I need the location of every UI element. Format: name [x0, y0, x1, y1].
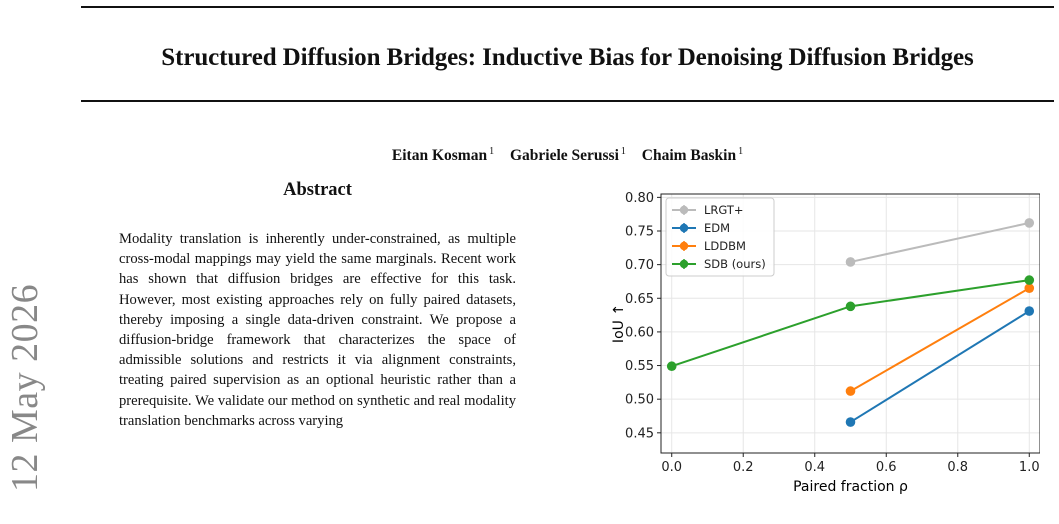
paper-title: Structured Diffusion Bridges: Inductive … — [161, 44, 974, 71]
author-1: Eitan Kosman 1 — [391, 146, 495, 165]
abstract-text: Modality translation is inherently under… — [119, 231, 516, 429]
data-point — [845, 417, 856, 427]
legend-item-lddbm: LDDBM — [672, 239, 746, 253]
series-edm — [845, 306, 1035, 427]
x-tick-label: 0.8 — [947, 460, 968, 475]
y-tick-label: 0.70 — [625, 258, 654, 273]
y-tick-label: 0.75 — [625, 225, 654, 240]
author-list: Eitan Kosman 1 Gabriele Serussi 1 Chaim Ba… — [81, 146, 1054, 165]
data-point — [666, 361, 677, 372]
legend-box — [665, 197, 775, 277]
legend-label: LDDBM — [704, 239, 746, 253]
data-point — [845, 386, 856, 396]
plot-ticks: 0.0 0.2 0.4 0.6 0.8 1.0 0.45 0.50 0.55 0.60 0.65 0.… — [625, 191, 1040, 475]
series-lddbm — [845, 283, 1035, 396]
series-line — [849, 310, 1030, 423]
series-line — [671, 279, 1030, 368]
legend-label: LRGT+ — [704, 203, 744, 217]
series-sdb-ours — [666, 275, 1035, 372]
x-tick-label: 0.6 — [876, 460, 897, 475]
legend-marker — [679, 259, 689, 269]
y-tick-label: 0.55 — [625, 359, 654, 374]
series-line — [850, 287, 1030, 392]
author-3-name: Chaim Baskin — [641, 147, 737, 165]
x-tick-label: 1.0 — [1019, 460, 1040, 475]
data-point — [1024, 306, 1035, 316]
data-point — [1024, 218, 1035, 228]
data-point — [1024, 283, 1035, 293]
x-axis-label: Paired fraction ρ — [793, 479, 908, 495]
legend-marker — [679, 205, 689, 215]
y-axis-label: IoU ↑ — [611, 304, 627, 343]
legend-item-lrgt: LRGT+ — [672, 203, 744, 217]
data-point — [845, 257, 856, 267]
y-tick-label: 0.65 — [625, 292, 654, 307]
arxiv-date-stamp: 12 May 2026 — [4, 283, 46, 492]
data-point — [845, 301, 856, 312]
legend-item-sdb-ours: SDB (ours) — [672, 257, 766, 271]
x-tick-label: 0.2 — [733, 460, 754, 475]
title-rule-bottom — [81, 100, 1054, 102]
legend-item-edm: EDM — [672, 221, 730, 235]
x-tick-label: 0.4 — [804, 460, 825, 475]
legend-label: EDM — [704, 221, 730, 235]
series-line — [850, 221, 1030, 263]
data-point — [1024, 275, 1035, 285]
author-2-affiliation: 1 — [620, 146, 626, 157]
series-lrgt — [845, 218, 1035, 267]
title-rule-top — [81, 6, 1054, 8]
y-tick-label: 0.45 — [625, 426, 654, 441]
legend-label: SDB (ours) — [704, 257, 766, 271]
abstract-heading: Abstract — [283, 180, 352, 200]
plot-frame — [660, 193, 1040, 454]
chart-legend: LRGT+ EDM LDDBM SDB (ours) — [665, 197, 775, 277]
author-2-name: Gabriele Serussi — [509, 147, 619, 165]
legend-marker — [679, 223, 689, 233]
author-3: Chaim Baskin 1 — [641, 146, 744, 165]
author-2: Gabriele Serussi 1 — [509, 146, 626, 165]
author-1-affiliation: 1 — [489, 146, 495, 157]
y-tick-label: 0.60 — [625, 325, 654, 340]
author-1-name: Eitan Kosman — [391, 147, 488, 165]
y-tick-label: 0.50 — [625, 393, 654, 408]
y-tick-label: 0.80 — [625, 191, 654, 206]
author-3-affiliation: 1 — [738, 146, 744, 157]
x-tick-label: 0.0 — [661, 460, 682, 475]
legend-marker — [679, 241, 689, 251]
plot-series — [666, 218, 1035, 427]
iou-vs-paired-fraction-chart: 0.0 0.2 0.4 0.6 0.8 1.0 0.45 0.50 0.55 0.60 0.65 0.… — [611, 191, 1040, 495]
